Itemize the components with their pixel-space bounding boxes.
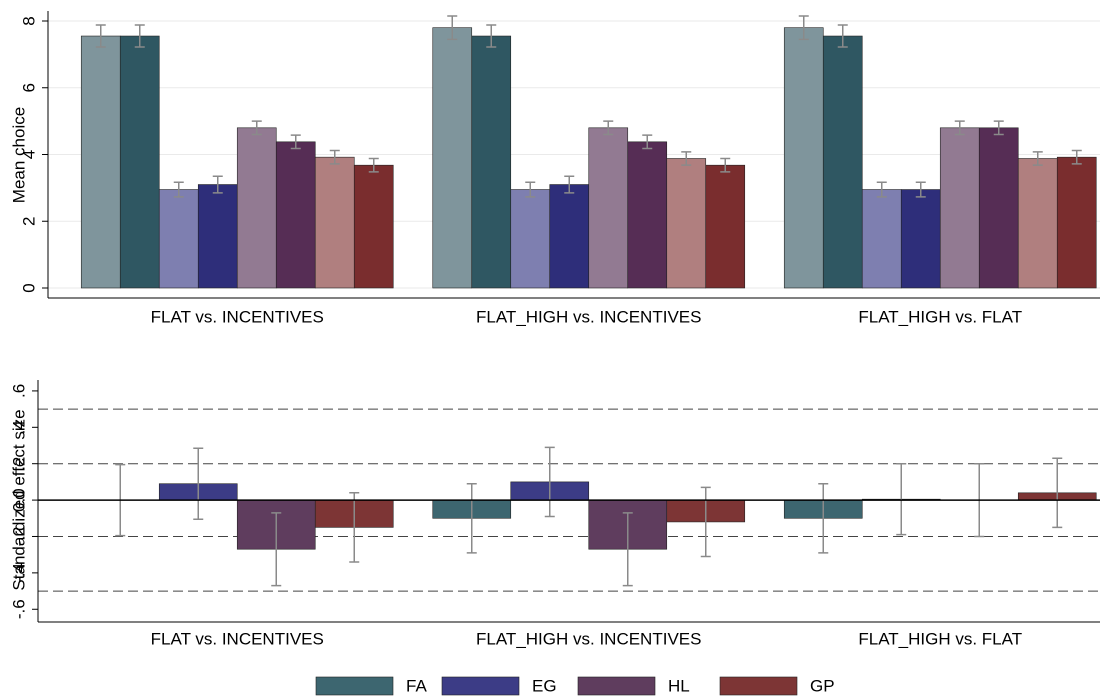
bar bbox=[236, 127, 277, 289]
bar bbox=[353, 164, 394, 289]
bar bbox=[275, 141, 316, 289]
error-bar bbox=[564, 175, 575, 194]
error-bar bbox=[700, 486, 711, 558]
y-tick-label: .2 bbox=[9, 457, 28, 471]
bar bbox=[939, 127, 980, 289]
error-bar bbox=[642, 134, 653, 150]
y-tick-label: .4 bbox=[9, 420, 28, 434]
error-bar bbox=[720, 157, 731, 173]
y-tick-label: 4 bbox=[19, 150, 38, 159]
error-bar bbox=[993, 120, 1004, 136]
bar bbox=[432, 27, 473, 289]
bar bbox=[861, 189, 902, 289]
bar bbox=[1017, 158, 1058, 289]
error-bar bbox=[134, 24, 145, 48]
bar bbox=[197, 184, 238, 289]
legend-label: EG bbox=[532, 676, 557, 695]
error-bar bbox=[603, 120, 614, 136]
bar bbox=[80, 35, 121, 289]
error-bar bbox=[193, 447, 204, 520]
y-tick-label: 2 bbox=[19, 217, 38, 226]
error-bar bbox=[290, 134, 301, 150]
error-bar bbox=[544, 446, 555, 518]
error-bar bbox=[349, 492, 360, 563]
error-bar bbox=[173, 181, 184, 198]
error-bar bbox=[212, 175, 223, 194]
error-bar bbox=[251, 120, 262, 136]
legend-swatch bbox=[441, 676, 520, 696]
error-bar bbox=[622, 512, 633, 587]
bar bbox=[314, 156, 355, 289]
x-tick-label: FLAT_HIGH vs. INCENTIVES bbox=[476, 629, 701, 648]
bar bbox=[822, 35, 863, 289]
legend-label: GP bbox=[810, 676, 835, 695]
error-bar bbox=[368, 157, 379, 173]
error-bar bbox=[1071, 149, 1082, 165]
error-bar bbox=[818, 482, 829, 554]
bar bbox=[471, 35, 512, 289]
bar bbox=[705, 164, 746, 289]
x-tick-label: FLAT_HIGH vs. FLAT bbox=[858, 629, 1022, 648]
bar bbox=[627, 141, 668, 289]
x-tick-label: FLAT vs. INCENTIVES bbox=[151, 629, 324, 648]
legend-swatch bbox=[719, 676, 798, 696]
legend-label: FA bbox=[406, 676, 427, 695]
error-bar bbox=[271, 512, 282, 587]
error-bar bbox=[798, 15, 809, 41]
legend-swatch bbox=[315, 676, 394, 696]
error-bar bbox=[1052, 457, 1063, 529]
y-tick-label: -.6 bbox=[9, 599, 28, 619]
bar bbox=[783, 27, 824, 289]
error-bar bbox=[876, 181, 887, 198]
error-bar bbox=[329, 149, 340, 165]
error-bar bbox=[1032, 151, 1043, 166]
y-axis-title: Standardized effect size bbox=[9, 409, 28, 590]
error-bar bbox=[466, 482, 477, 554]
x-tick-label: FLAT vs. INCENTIVES bbox=[151, 307, 324, 326]
y-tick-label: 8 bbox=[19, 16, 38, 25]
y-tick-label: -.4 bbox=[9, 563, 28, 583]
error-bar bbox=[486, 24, 497, 48]
error-bar bbox=[447, 15, 458, 41]
bar bbox=[158, 189, 199, 289]
y-tick-label: .6 bbox=[9, 384, 28, 398]
error-bar bbox=[954, 120, 965, 136]
y-tick-label: -.2 bbox=[9, 527, 28, 547]
error-bar bbox=[681, 151, 692, 166]
y-axis-title: Mean choice bbox=[9, 107, 28, 203]
x-tick-label: FLAT_HIGH vs. INCENTIVES bbox=[476, 307, 701, 326]
bar bbox=[119, 35, 160, 289]
x-tick-label: FLAT_HIGH vs. FLAT bbox=[858, 307, 1022, 326]
error-bar bbox=[896, 462, 907, 536]
bar bbox=[510, 189, 551, 289]
bar bbox=[588, 127, 629, 289]
bar bbox=[978, 127, 1019, 289]
error-bar bbox=[915, 181, 926, 198]
legend-swatch bbox=[577, 676, 656, 696]
y-tick-label: 6 bbox=[19, 83, 38, 92]
bar bbox=[900, 189, 941, 289]
y-tick-label: 0 bbox=[19, 283, 38, 292]
bar bbox=[666, 158, 707, 289]
bar bbox=[549, 184, 590, 289]
error-bar bbox=[837, 24, 848, 48]
y-tick-label: 0.0 bbox=[9, 488, 28, 512]
bar bbox=[1056, 156, 1097, 289]
error-bar bbox=[95, 24, 106, 48]
error-bar bbox=[525, 181, 536, 198]
legend-label: HL bbox=[668, 676, 690, 695]
